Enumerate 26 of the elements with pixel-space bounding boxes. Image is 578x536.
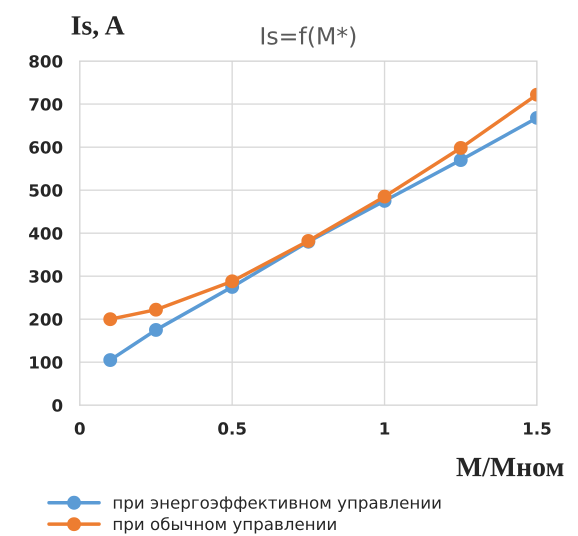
point <box>149 302 163 317</box>
point <box>225 274 240 288</box>
x-axis-title: M/Mном <box>456 458 564 476</box>
y-tick-label: 700 <box>29 98 62 111</box>
y-tick-label: 500 <box>30 184 62 197</box>
x-tick-label: 0.5 <box>218 422 246 435</box>
x-tick-label: 0 <box>74 422 85 435</box>
point <box>454 153 468 167</box>
point <box>149 322 163 337</box>
y-tick-label: 600 <box>29 141 62 154</box>
x-tick-label: 1 <box>380 422 390 435</box>
legend-label: при обычном управлении <box>114 517 336 534</box>
y-tick-label: 400 <box>29 227 62 240</box>
point <box>378 190 392 204</box>
point <box>454 141 468 155</box>
y-tick-label: 100 <box>30 356 62 369</box>
y-tick-label: 800 <box>29 55 62 68</box>
y-tick-label: 300 <box>29 270 62 283</box>
point <box>103 312 118 326</box>
point <box>103 353 118 367</box>
legend-label: при энергоэффективном управлении <box>114 496 440 512</box>
x-tick-label: 1.5 <box>524 422 551 435</box>
y-axis-title: Is, A <box>72 16 124 39</box>
y-tick-label: 200 <box>30 313 62 326</box>
chart-title: Is=f(M*) <box>262 26 356 48</box>
y-tick-label: 0 <box>52 399 62 412</box>
